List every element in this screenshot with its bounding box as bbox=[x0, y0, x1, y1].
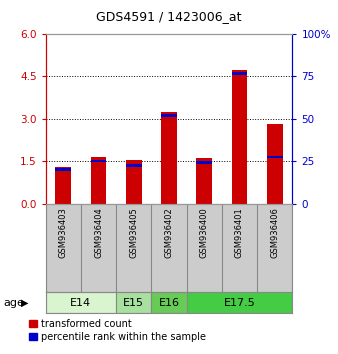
Bar bbox=[116, 292, 151, 313]
Text: age: age bbox=[3, 298, 24, 308]
Text: GSM936401: GSM936401 bbox=[235, 207, 244, 258]
Text: E15: E15 bbox=[123, 298, 144, 308]
Text: GDS4591 / 1423006_at: GDS4591 / 1423006_at bbox=[96, 10, 242, 23]
Text: GSM936406: GSM936406 bbox=[270, 207, 279, 258]
Text: E14: E14 bbox=[70, 298, 92, 308]
Legend: transformed count, percentile rank within the sample: transformed count, percentile rank withi… bbox=[25, 315, 210, 346]
Bar bbox=[126, 160, 142, 204]
Text: GSM936404: GSM936404 bbox=[94, 207, 103, 258]
Text: ▶: ▶ bbox=[21, 298, 28, 308]
Bar bbox=[55, 168, 71, 171]
Bar bbox=[196, 161, 212, 164]
Bar bbox=[232, 72, 247, 75]
Bar bbox=[126, 164, 142, 167]
Bar bbox=[91, 160, 106, 162]
Bar bbox=[46, 292, 116, 313]
Bar bbox=[55, 167, 71, 204]
Bar bbox=[161, 112, 177, 204]
Text: E17.5: E17.5 bbox=[224, 298, 256, 308]
Text: GSM936403: GSM936403 bbox=[59, 207, 68, 258]
Text: GSM936402: GSM936402 bbox=[165, 207, 173, 258]
Bar bbox=[187, 292, 292, 313]
Text: GSM936400: GSM936400 bbox=[200, 207, 209, 258]
Text: GSM936405: GSM936405 bbox=[129, 207, 138, 258]
Bar bbox=[232, 70, 247, 204]
Bar bbox=[91, 157, 106, 204]
Bar bbox=[161, 114, 177, 117]
Bar bbox=[267, 124, 283, 204]
Bar bbox=[151, 292, 187, 313]
Bar bbox=[196, 158, 212, 204]
Text: E16: E16 bbox=[159, 298, 179, 308]
Bar bbox=[267, 155, 283, 158]
